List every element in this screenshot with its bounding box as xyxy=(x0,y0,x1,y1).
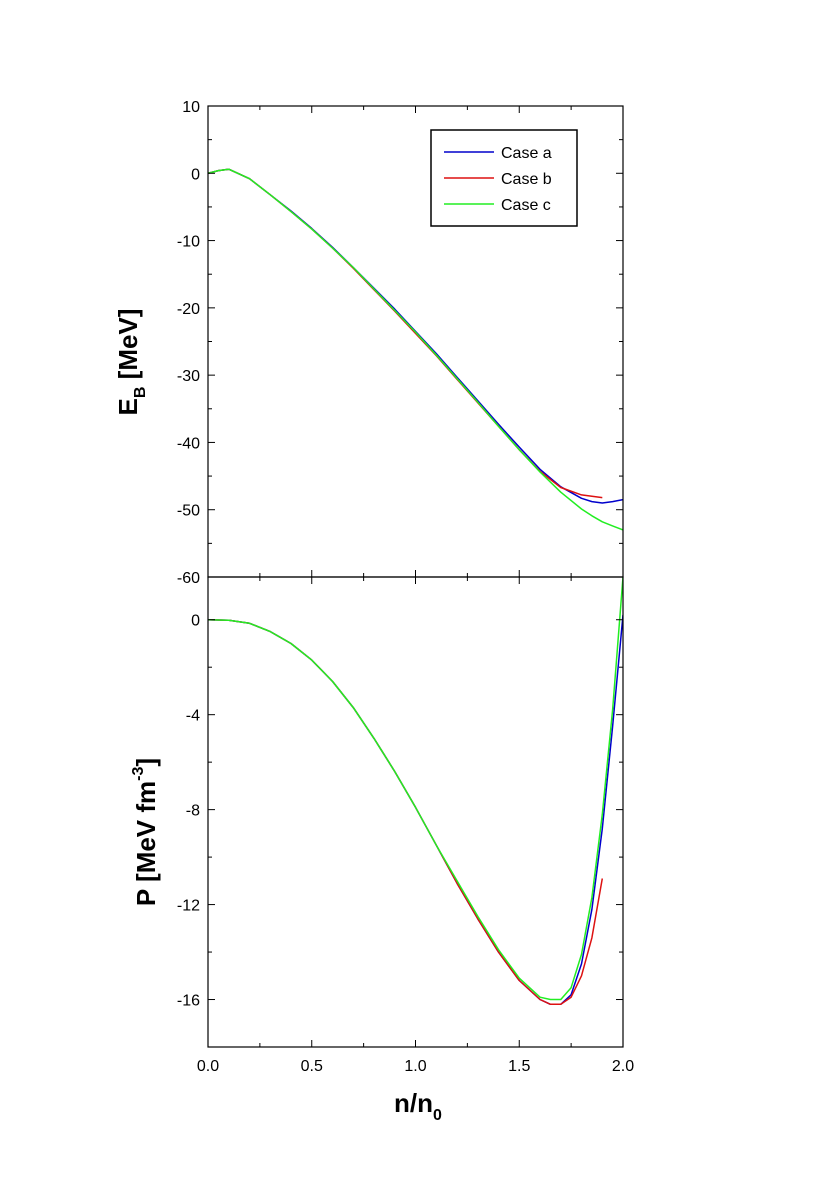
top-ytick-label: -10 xyxy=(177,234,200,251)
legend-label-case-a: Case a xyxy=(501,145,552,162)
bottom-ytick-label: -8 xyxy=(186,803,200,820)
top-ylabel: EB [MeV] xyxy=(113,309,149,416)
bottom-xlabel: n/n0 xyxy=(394,1088,442,1124)
top-ytick-label: 0 xyxy=(191,166,200,183)
bottom-ticks: 0 -4 -8 -12 -16 0.0 0.5 1.0 1.5 2.0 xyxy=(177,577,634,1075)
legend: Case a Case b Case c xyxy=(430,129,578,227)
bottom-curves xyxy=(208,577,623,1006)
top-ytick-label: -40 xyxy=(177,435,200,452)
top-ticks: 10 0 -10 -20 -30 -40 -50 -60 xyxy=(177,99,624,587)
bottom-ytick-label: -12 xyxy=(177,898,200,915)
legend-label-case-b: Case b xyxy=(501,171,552,188)
bottom-ytick-label: -16 xyxy=(177,993,200,1010)
bottom-ytick-label: 0 xyxy=(191,613,200,630)
bottom-series-case-a xyxy=(208,614,623,1006)
top-series-case-c xyxy=(208,168,623,531)
bottom-xtick-label: 0.5 xyxy=(301,1058,323,1075)
bottom-panel: 0-4-8-12-160.0 0.5 1.0 1.5 2.0 P [MeV fm-3] … xyxy=(130,576,634,1124)
top-ytick-label: -60 xyxy=(177,570,200,587)
bottom-xtick-label: 2.0 xyxy=(612,1058,634,1075)
bottom-ytick-label: -4 xyxy=(186,708,200,725)
bottom-series-case-b xyxy=(208,618,604,1006)
top-curves xyxy=(208,168,623,531)
top-ytick-label: 10 xyxy=(182,99,200,116)
bottom-frame xyxy=(207,576,624,1048)
bottom-xtick-label: 0.0 xyxy=(197,1058,219,1075)
bottom-series-case-c xyxy=(208,577,623,1001)
top-ytick-label: -30 xyxy=(177,368,200,385)
top-panel: 10 0 -10 -20 -30 -40 -50 -60 EB [MeV] Case a Ca… xyxy=(113,99,624,587)
bottom-xtick-label: 1.5 xyxy=(508,1058,530,1075)
bottom-ylabel: P [MeV fm-3] xyxy=(130,758,161,906)
bottom-xtick-label: 1.0 xyxy=(404,1058,426,1075)
legend-label-case-c: Case c xyxy=(501,197,551,214)
top-ytick-label: -20 xyxy=(177,301,200,318)
top-ytick-label: -50 xyxy=(177,503,200,520)
